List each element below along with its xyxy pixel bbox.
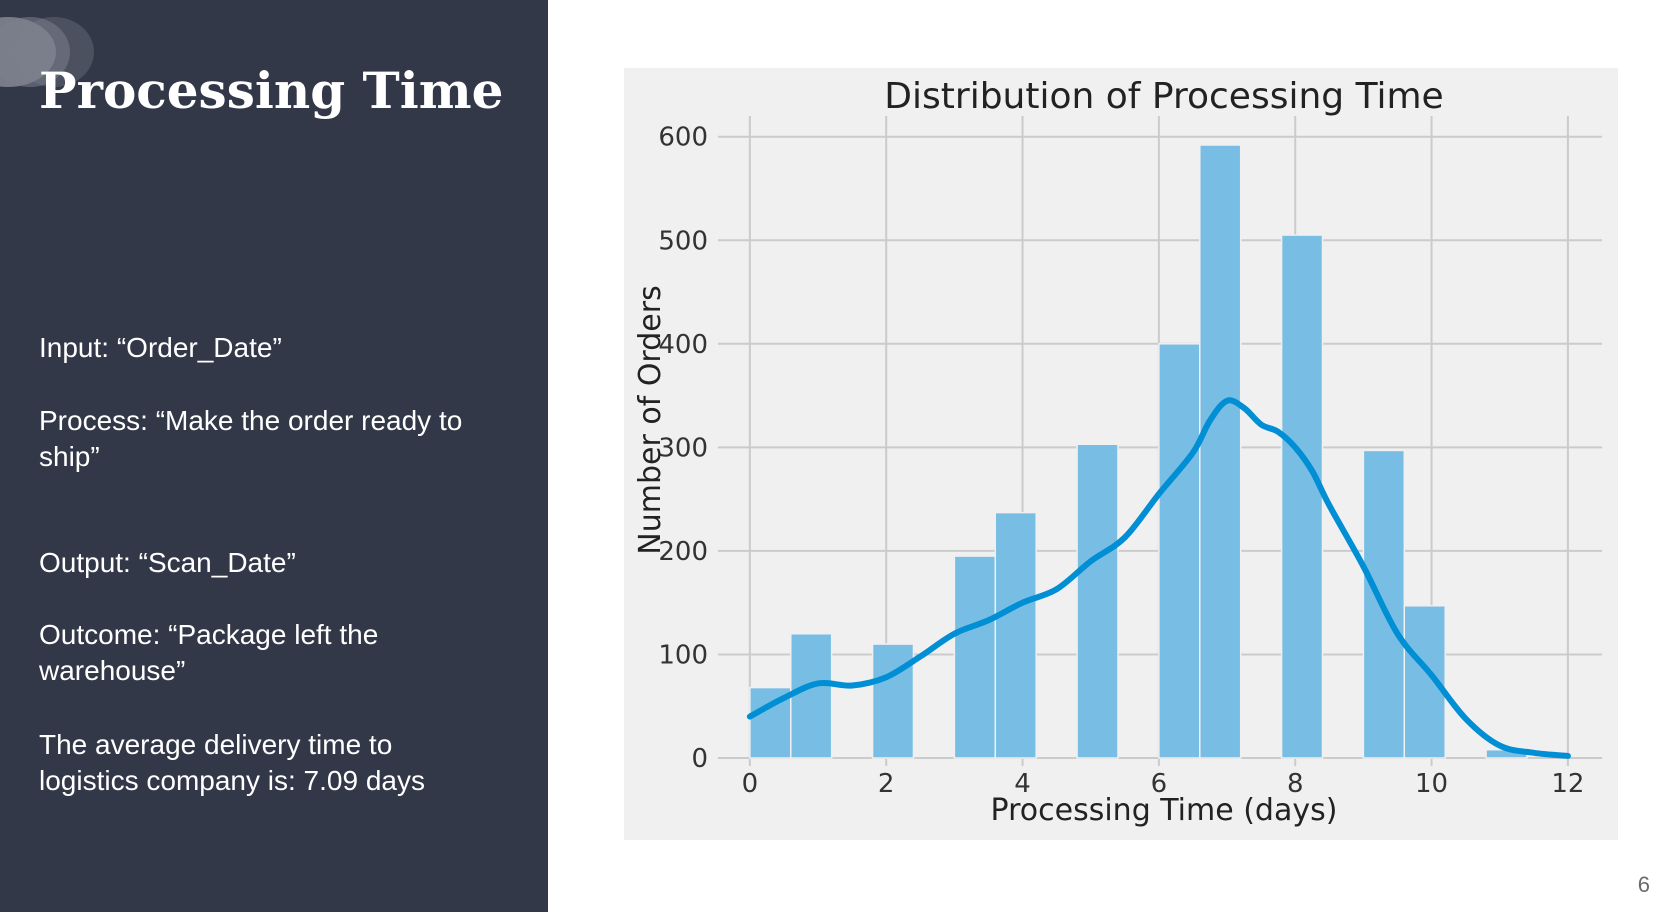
y-tick-label: 400: [658, 330, 708, 360]
x-tick-label: 0: [742, 769, 759, 799]
kde-curve: [746, 397, 1571, 759]
histogram-chart: 0 100 200 300 400 500 600 0 2 4 6 8 10 12 Distributio…: [633, 76, 1602, 828]
outcome-text: Outcome: “Package left the warehouse”: [39, 619, 379, 686]
histogram-bar: [1403, 605, 1446, 759]
histogram-bar: [994, 511, 1037, 759]
x-tick-label: 2: [878, 769, 895, 799]
y-tick-label: 100: [658, 640, 708, 670]
chart-title: Distribution of Processing Time: [884, 76, 1443, 117]
slide-title: Processing Time: [39, 61, 504, 120]
x-tick-label: 6: [1151, 769, 1168, 799]
x-tick-label: 8: [1287, 769, 1304, 799]
y-tick-label: 500: [658, 226, 708, 256]
decorative-shape: [14, 17, 94, 87]
histogram-bar: [953, 555, 997, 759]
x-tick-label: 12: [1551, 769, 1584, 799]
axis-labels: 0 100 200 300 400 500 600 0 2 4 6 8 10 12: [658, 123, 1584, 799]
left-panel: Processing Time Input: “Order_Date” Proc…: [0, 0, 548, 912]
y-tick-label: 600: [658, 123, 708, 153]
histogram-bar: [1158, 343, 1201, 759]
x-axis-label: Processing Time (days): [991, 793, 1338, 828]
x-tick-label: 4: [1014, 769, 1031, 799]
output-text: Output: “Scan_Date”: [39, 547, 296, 578]
input-text: Input: “Order_Date”: [39, 332, 282, 363]
x-tick-label: 10: [1415, 769, 1448, 799]
y-axis-label: Number of Orders: [633, 285, 668, 554]
average-text: The average delivery time to logistics c…: [39, 729, 425, 796]
decorative-shape: [0, 17, 70, 87]
histogram-bar: [871, 643, 915, 759]
y-tick-label: 200: [658, 537, 708, 567]
page-number: 6: [1637, 872, 1650, 897]
histogram-bar: [1199, 144, 1242, 759]
y-tick-label: 300: [658, 433, 708, 463]
chart-container: 0 100 200 300 400 500 600 0 2 4 6 8 10 12 Distributio…: [624, 68, 1618, 840]
y-tick-label: 0: [691, 744, 708, 774]
histogram-bar: [790, 632, 833, 759]
process-text: Process: “Make the order ready to ship”: [39, 405, 463, 472]
histogram-bars: [749, 144, 1528, 759]
kde-curve-layer: [746, 397, 1571, 759]
histogram-bar: [1076, 443, 1119, 759]
histogram-bar: [1280, 234, 1324, 759]
